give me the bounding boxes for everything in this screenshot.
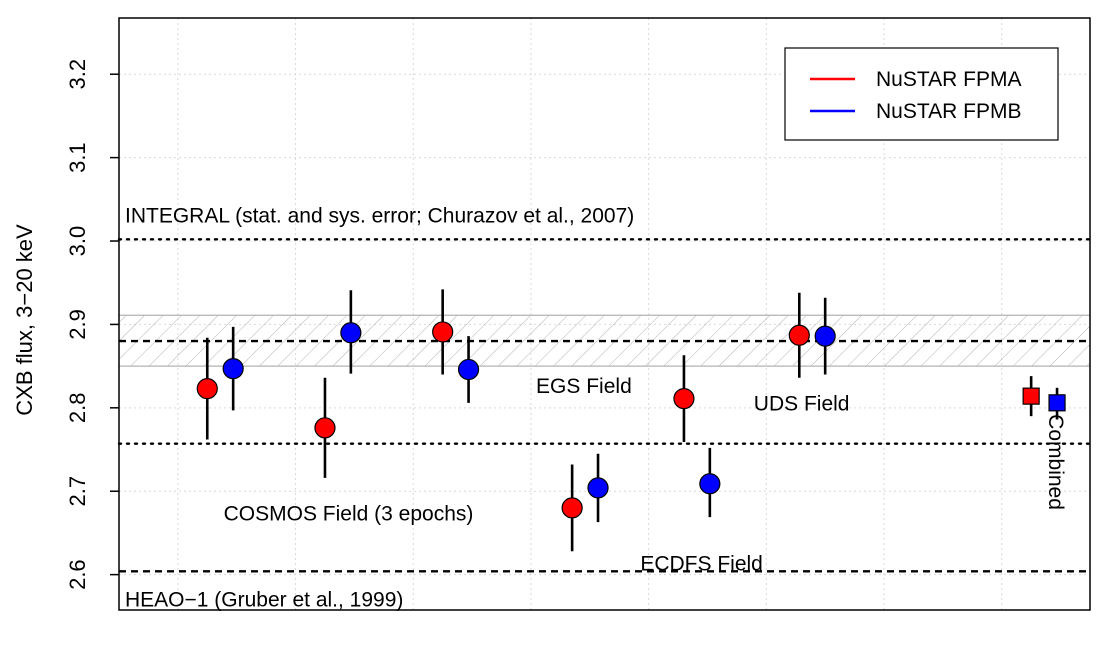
annotation-label-4: Combined [1044,414,1067,510]
y-tick-label-6: 3.2 [65,59,90,90]
plot-frame [118,17,1091,611]
data-point-s1-2 [457,358,480,381]
y-tick-label-3: 2.9 [65,309,90,340]
legend: NuSTAR FPMA NuSTAR FPMB [784,47,1059,141]
data-point-s0-0 [196,378,218,400]
data-point-s0-3 [561,497,583,519]
annotations-layer: COSMOS Field (3 epochs) EGS Field ECDFS Fi… [224,375,1067,576]
data-point-s1-1 [340,322,362,344]
data-square-s3-0 [1048,394,1066,412]
legend-box [784,47,1059,141]
data-point-s0-1 [314,417,336,439]
data-point-s1-0 [222,358,244,380]
annotation-label-0: COSMOS Field (3 epochs) [224,502,474,525]
legend-fpmb-label: NuSTAR FPMB [876,100,1021,123]
y-tick-label-2: 2.8 [65,393,90,424]
y-axis: 2.6 2.7 2.8 2.9 3.0 3.1 3.2 [65,59,119,590]
y-tick-label-5: 3.1 [65,142,90,173]
data-point-s0-4 [673,388,695,410]
data-point-s0-5 [788,324,810,346]
data-points-layer [196,289,1066,552]
annotation-label-2: ECDFS Field [640,552,763,575]
y-tick-label-0: 2.6 [65,559,90,590]
data-point-s1-4 [699,473,721,495]
reference-lines-layer: INTEGRAL (stat. and sys. error; Churazov… [117,204,1092,611]
reference-line-label-2: HEAO−1 (Gruber et al., 1999) [125,588,403,611]
y-axis-label: CXB flux, 3−20 keV [12,224,37,416]
legend-fpma-label: NuSTAR FPMA [876,68,1021,91]
data-point-s1-5 [814,325,836,347]
data-point-s0-2 [432,321,454,343]
data-square-s2-0 [1022,387,1040,405]
annotation-label-1: EGS Field [536,375,632,398]
y-tick-label-4: 3.0 [65,226,90,257]
annotation-label-3: UDS Field [754,392,850,415]
y-tick-label-1: 2.7 [65,476,90,507]
data-point-s1-3 [587,477,609,499]
reference-line-label-0: INTEGRAL (stat. and sys. error; Churazov… [125,204,634,227]
